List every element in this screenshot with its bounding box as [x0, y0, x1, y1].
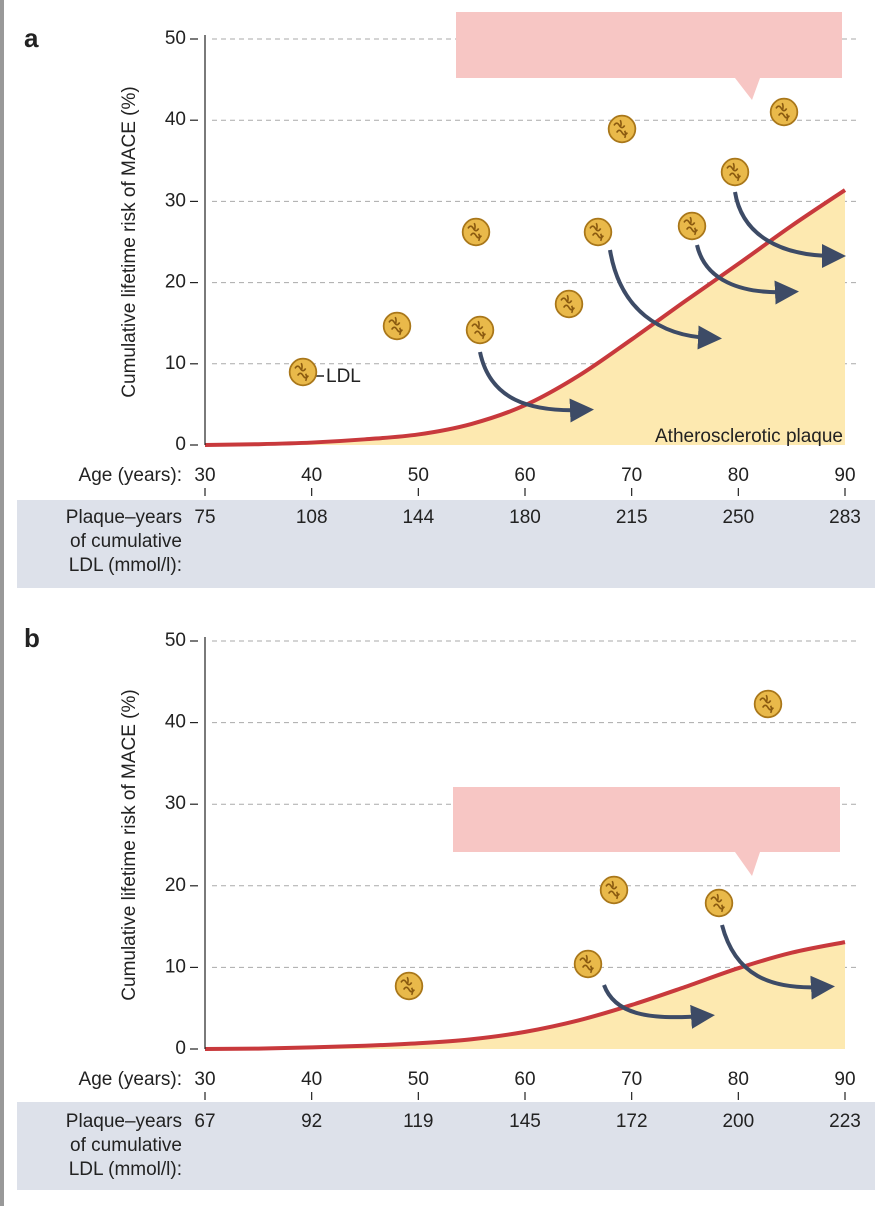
x-tick-label: 70 [621, 1069, 642, 1090]
x-tick-label: 80 [728, 465, 749, 486]
y-tick-label: 0 [175, 1038, 186, 1059]
x-tick-label: 30 [194, 1069, 215, 1090]
row-band [17, 500, 875, 588]
x-tick-label: 60 [514, 1069, 535, 1090]
row-value: 250 [722, 507, 754, 528]
y-tick-label: 10 [165, 353, 186, 374]
ldl-particle [382, 311, 412, 341]
x-tick-label: 30 [194, 465, 215, 486]
y-tick-label: 30 [165, 190, 186, 211]
row-band [17, 1102, 875, 1190]
arrow [478, 351, 594, 423]
y-tick-label: 20 [165, 272, 186, 293]
row-label: of cumulative [70, 1135, 182, 1156]
area [205, 942, 845, 1049]
ldl-particle [599, 875, 629, 905]
x-tick-label: 40 [301, 1069, 322, 1090]
row-label: LDL (mmol/l): [69, 1159, 182, 1180]
x-tick-label: 50 [408, 1069, 429, 1090]
arrow [602, 984, 715, 1029]
ldl-particle [753, 689, 783, 719]
row-value: 200 [722, 1111, 754, 1132]
row-value: 223 [829, 1111, 861, 1132]
panel-label: a [24, 23, 39, 53]
y-tick-label: 50 [165, 28, 186, 49]
area [205, 190, 845, 445]
y-tick-label: 20 [165, 875, 186, 896]
arrow [695, 244, 799, 305]
line [204, 940, 846, 1051]
y-tick-label: 30 [165, 793, 186, 814]
row-label: LDL (mmol/l): [69, 555, 182, 576]
decorations-a [288, 12, 846, 423]
ldl-particle [677, 211, 707, 241]
x-axis-label: Age (years): [79, 1069, 182, 1090]
row-label: Plaque–years [66, 507, 182, 528]
ldl-particle [554, 289, 584, 319]
arrow [608, 249, 722, 350]
arrow [720, 924, 835, 1000]
row-value: 92 [301, 1111, 322, 1132]
x-tick-label: 60 [514, 465, 535, 486]
x-tick-label: 70 [621, 465, 642, 486]
ldl-particle [720, 157, 750, 187]
x-axis-label: Age (years): [79, 465, 182, 486]
x-tick-label: 50 [408, 465, 429, 486]
ldl-particle [573, 949, 603, 979]
ldl-particle [461, 217, 491, 247]
panel-b: 0 10 20 30 40 50 b Cumulative lifetime risk of … [24, 623, 861, 1180]
row-label: of cumulative [70, 531, 182, 552]
row-label: Plaque–years [66, 1111, 182, 1132]
y-tick-label: 40 [165, 109, 186, 130]
x-tick-label: 90 [834, 465, 855, 486]
ldl-particle [704, 888, 734, 918]
ldl-particle [394, 971, 424, 1001]
row-value: 215 [616, 507, 648, 528]
ldl-particle [769, 97, 799, 127]
x-tick-label: 80 [728, 1069, 749, 1090]
row-value: 119 [403, 1111, 433, 1132]
row-value: 67 [194, 1111, 215, 1132]
callout-box [456, 12, 842, 100]
row-value: 172 [616, 1111, 648, 1132]
callout-box [453, 787, 840, 876]
row-value: 283 [829, 507, 861, 528]
arrow [733, 191, 846, 268]
x-tick-label: 40 [301, 465, 322, 486]
panel-a: 0 10 20 30 40 50 a Cumulative lifetime risk of … [24, 23, 861, 576]
decorations-b [394, 689, 840, 1029]
row-value: 180 [509, 507, 541, 528]
y-tick-label: 10 [165, 956, 186, 977]
ldl-particle [583, 217, 613, 247]
ldl-particle [288, 357, 318, 387]
row-value: 145 [509, 1111, 541, 1132]
ldl-label: LDL [326, 366, 361, 387]
row-value: 75 [194, 507, 215, 528]
y-axis-label: Cumulative lifetime risk of MACE (%) [119, 86, 140, 397]
area-label: Atherosclerotic plaque [655, 426, 843, 447]
y-tick-label: 50 [165, 630, 186, 651]
panel-label: b [24, 623, 40, 653]
ldl-particle [465, 315, 495, 345]
y-tick-label: 0 [175, 434, 186, 455]
left-border [0, 0, 4, 1206]
row-value: 108 [296, 507, 328, 528]
x-tick-label: 90 [834, 1069, 855, 1090]
row-value: 144 [402, 507, 434, 528]
line [204, 188, 847, 447]
y-tick-label: 40 [165, 712, 186, 733]
ldl-particle [607, 114, 637, 144]
y-axis-label: Cumulative lifetime risk of MACE (%) [119, 689, 140, 1000]
